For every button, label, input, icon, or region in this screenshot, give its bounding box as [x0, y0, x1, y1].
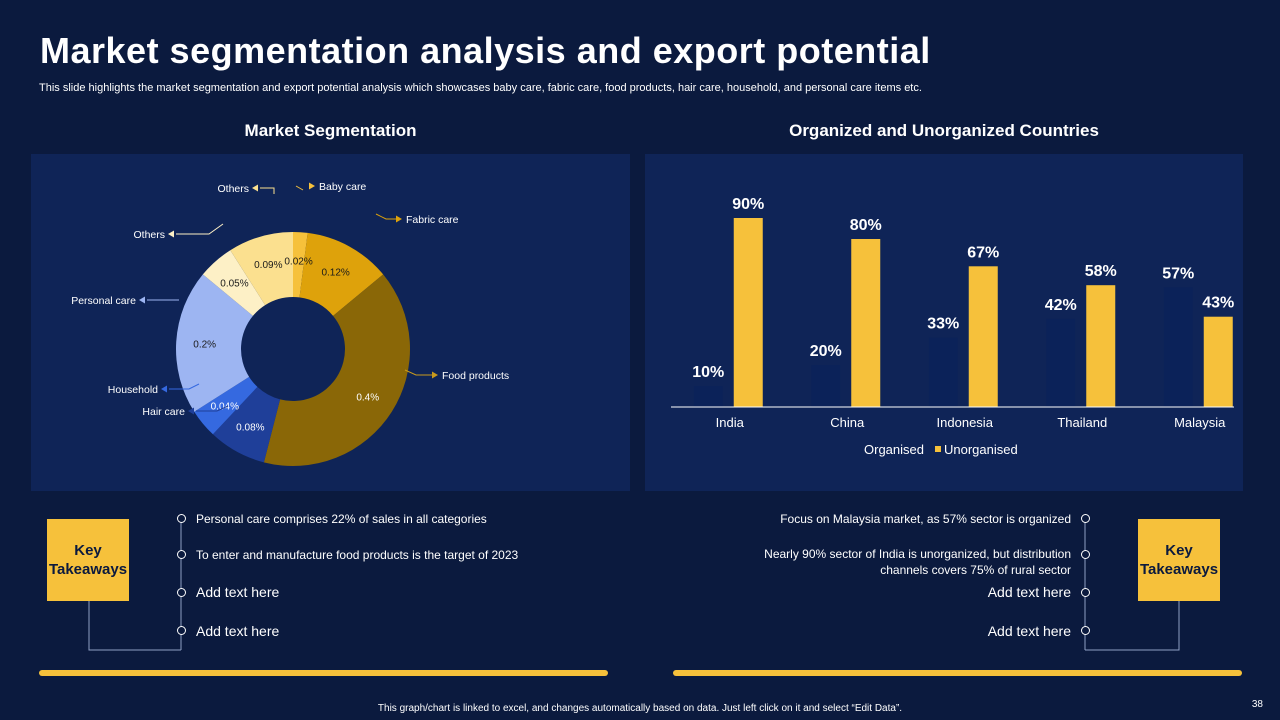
bullet-dot	[1081, 514, 1090, 523]
right-bullet-1: Focus on Malaysia market, as 57% sector …	[780, 512, 1071, 526]
category-label: Baby care	[319, 181, 366, 193]
bullet-dot	[177, 626, 186, 635]
bar-data-label: 42%	[1045, 297, 1077, 314]
bullet-dot	[1081, 550, 1090, 559]
x-tick-label: India	[716, 415, 745, 430]
callout-arrow-icon	[252, 184, 258, 192]
callout-arrow-icon	[139, 296, 145, 304]
donut-slice-food-products[interactable]	[263, 274, 411, 466]
bar-unorganised-indonesia[interactable]	[968, 266, 998, 407]
donut-slice-hair-care[interactable]	[212, 386, 281, 463]
donut-slice-others[interactable]	[230, 232, 293, 306]
right-bullet-4: Add text here	[987, 623, 1071, 639]
x-tick-label: Indonesia	[937, 415, 994, 430]
legend-swatch	[934, 446, 941, 452]
bar-data-label: 90%	[732, 196, 764, 213]
bar-organised-indonesia[interactable]	[928, 337, 958, 407]
category-label: Fabric care	[406, 214, 459, 226]
category-label: Others	[133, 229, 165, 241]
bullet-dot	[1081, 626, 1090, 635]
category-label: Hair care	[142, 406, 185, 418]
slice-value-label: 0.09%	[254, 260, 282, 271]
callout-line	[375, 213, 399, 220]
category-label: Household	[108, 384, 158, 396]
bar-data-label: 67%	[967, 244, 999, 261]
right-bullet-2: Nearly 90% sector of India is unorganize…	[764, 547, 1071, 561]
bullet-dot	[177, 514, 186, 523]
callout-line	[176, 223, 224, 235]
callout-line	[295, 185, 304, 191]
slice-value-label: 0.05%	[220, 279, 248, 290]
right-accent-bar	[673, 670, 1242, 676]
bar-unorganised-china[interactable]	[851, 239, 881, 407]
bar-chart-panel: 10% 90% 20% 80% 33% 67% 42% 58% 57% 43% India Chin…	[645, 154, 1243, 491]
bullet-dot	[177, 588, 186, 597]
bar-organised-thailand[interactable]	[1046, 318, 1076, 407]
donut-slice-personal-care[interactable]	[175, 274, 253, 412]
market-segmentation-heading: Market Segmentation	[244, 121, 417, 140]
key-takeaways-left: Key Takeaways	[47, 519, 129, 601]
page-number: 38	[1251, 699, 1263, 710]
callout-line	[169, 383, 200, 390]
right-bullet-2b: channels covers 75% of rural sector	[880, 563, 1071, 577]
bar-data-label: 43%	[1202, 295, 1234, 312]
right-connector-lines	[1084, 518, 1180, 651]
left-bullet-3: Add text here	[196, 584, 280, 600]
x-tick-label: China	[830, 415, 865, 430]
countries-heading: Organized and Unorganized Countries	[789, 121, 1099, 140]
bar-data-label: 33%	[927, 316, 959, 333]
callout-line	[196, 405, 229, 412]
bar-unorganised-india[interactable]	[733, 218, 763, 407]
callout-arrow-icon	[396, 215, 402, 223]
callout-arrow-icon	[309, 182, 315, 190]
donut-slice-baby-care[interactable]	[293, 232, 308, 298]
bar-data-label: 10%	[692, 364, 724, 381]
slice-value-label: 0.2%	[193, 339, 216, 350]
x-tick-label: Thailand	[1057, 415, 1107, 430]
callout-arrow-icon	[161, 385, 167, 393]
bullet-dot	[177, 550, 186, 559]
slice-value-label: 0.02%	[284, 257, 312, 268]
callout-line	[260, 187, 275, 194]
slice-value-label: 0.4%	[356, 392, 379, 403]
slide-subtitle: This slide highlights the market segment…	[39, 82, 922, 94]
donut-chart-panel: 0.02% 0.12% 0.4% 0.08% 0.04% 0.2% 0.05% 0.09% B…	[31, 154, 630, 491]
donut-chart[interactable]: 0.02%0.12%0.4%0.08%0.04%0.2%0.05%0.09% B…	[31, 154, 630, 491]
donut-slice-others[interactable]	[202, 250, 266, 316]
slice-value-label: 0.12%	[321, 267, 349, 278]
callout-arrow-icon	[168, 230, 174, 238]
bar-data-label: 58%	[1085, 263, 1117, 280]
callout-arrow-icon	[432, 371, 438, 379]
left-bullet-2: To enter and manufacture food products i…	[196, 548, 519, 562]
slide-title: Market segmentation analysis and export …	[40, 30, 931, 71]
right-bullet-3: Add text here	[987, 584, 1071, 600]
bar-organised-china[interactable]	[811, 365, 841, 407]
donut-slice-fabric-care[interactable]	[299, 232, 384, 316]
category-label: Food products	[442, 370, 509, 382]
category-label: Personal care	[71, 295, 136, 307]
category-label: Others	[217, 183, 249, 195]
key-takeaways-right: Key Takeaways	[1138, 519, 1220, 601]
callout-line	[404, 369, 435, 376]
bar-organised-malaysia[interactable]	[1163, 287, 1193, 407]
bar-data-label: 80%	[850, 217, 882, 234]
bullet-dot	[1081, 588, 1090, 597]
bar-data-label: 20%	[810, 343, 842, 360]
callout-arrow-icon	[188, 407, 194, 415]
left-accent-bar	[39, 670, 608, 676]
left-bullet-4: Add text here	[196, 623, 280, 639]
bar-unorganised-thailand[interactable]	[1086, 285, 1116, 407]
slice-value-label: 0.08%	[236, 423, 264, 434]
left-bullet-1: Personal care comprises 22% of sales in …	[196, 512, 487, 526]
footer-note: This graph/chart is linked to excel, and…	[377, 703, 903, 714]
bar-chart[interactable]: 10% 90% 20% 80% 33% 67% 42% 58% 57% 43% India Chin…	[645, 154, 1243, 491]
bar-data-label: 57%	[1162, 265, 1194, 282]
x-tick-label: Malaysia	[1174, 415, 1226, 430]
legend-label: Organised	[864, 442, 924, 457]
bar-organised-india[interactable]	[693, 386, 723, 407]
bar-unorganised-malaysia[interactable]	[1203, 316, 1233, 407]
legend-label: Unorganised	[944, 442, 1018, 457]
donut-slice-household[interactable]	[194, 376, 258, 435]
